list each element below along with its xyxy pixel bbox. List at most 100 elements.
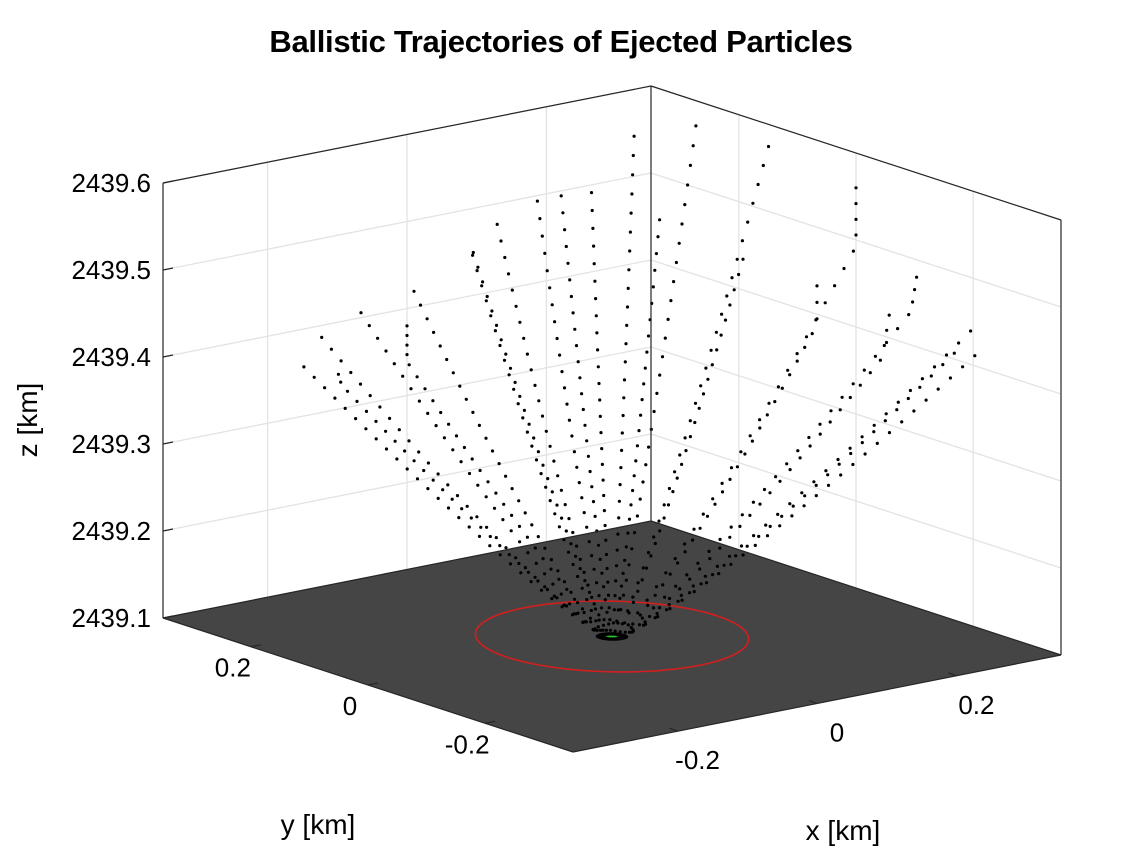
particle-point: [536, 579, 540, 583]
particle-point: [508, 562, 513, 566]
particle-point: [409, 387, 413, 391]
particle-point: [582, 610, 586, 615]
particle-point: [526, 551, 530, 555]
particle-point: [683, 550, 687, 554]
particle-point: [567, 517, 571, 521]
particle-point: [569, 542, 573, 546]
particle-point: [529, 368, 533, 372]
particle-point: [384, 349, 388, 353]
particle-point: [458, 384, 462, 388]
particle-point: [522, 408, 527, 412]
particle-point: [740, 513, 744, 517]
particle-point: [674, 260, 679, 265]
particle-point: [860, 435, 864, 439]
particle-point: [619, 608, 623, 612]
particle-point: [624, 578, 628, 582]
particle-point: [604, 538, 608, 542]
particle-point: [643, 620, 647, 624]
particle-point: [557, 577, 561, 581]
particle-point: [388, 416, 392, 420]
particle-point: [645, 350, 649, 354]
particle-point: [829, 409, 833, 413]
particle-point: [795, 359, 799, 363]
particle-point: [477, 534, 482, 539]
particle-point: [580, 607, 585, 611]
particle-point: [748, 434, 752, 438]
particle-point: [393, 439, 397, 443]
particle-point: [668, 572, 672, 576]
particle-point: [596, 348, 600, 352]
particle-point: [761, 163, 765, 168]
particle-point: [584, 620, 588, 624]
particle-point: [564, 244, 568, 249]
particle-point: [656, 235, 660, 239]
particle-point: [471, 250, 475, 255]
particle-point: [359, 311, 363, 315]
particle-point: [582, 570, 586, 575]
z-tick-mark: [162, 354, 174, 358]
particle-point: [635, 444, 640, 448]
particle-point: [642, 382, 646, 386]
particle-point: [354, 417, 358, 421]
particle-point: [367, 324, 371, 328]
particle-point: [572, 450, 577, 454]
particle-point: [627, 563, 631, 567]
particle-point: [536, 450, 541, 454]
particle-point: [522, 336, 526, 340]
particle-point: [629, 503, 633, 507]
particle-point: [514, 556, 518, 560]
particle-point: [598, 414, 602, 418]
particle-point: [788, 373, 792, 377]
particle-point: [486, 480, 490, 484]
particle-point: [562, 580, 567, 584]
particle-point: [896, 400, 900, 404]
particle-point: [618, 630, 622, 634]
particle-point: [441, 488, 445, 492]
particle-point: [436, 496, 440, 500]
particle-point: [630, 192, 634, 196]
particle-point: [602, 493, 606, 498]
particle-point: [693, 420, 697, 425]
particle-point: [553, 320, 557, 324]
particle-point: [854, 217, 858, 221]
particle-point: [612, 637, 616, 641]
particle-point: [653, 541, 657, 546]
z-tick-label: 2439.6: [71, 168, 151, 198]
particle-point: [718, 546, 722, 550]
particle-point: [320, 335, 324, 339]
particle-point: [521, 416, 525, 420]
particle-point: [833, 284, 837, 288]
particle-point: [333, 396, 337, 400]
particle-point: [438, 344, 442, 348]
particle-point: [489, 314, 493, 318]
particle-point: [616, 532, 620, 536]
particle-point: [619, 466, 623, 470]
particle-point: [698, 526, 702, 530]
particle-point: [336, 372, 340, 376]
particle-point: [678, 453, 682, 457]
particle-point: [569, 590, 573, 594]
particle-point: [454, 434, 459, 438]
particle-point: [727, 554, 732, 558]
particle-point: [561, 211, 565, 215]
particle-point: [595, 581, 599, 585]
particle-point: [683, 436, 687, 440]
particle-point: [688, 435, 693, 439]
particle-point: [722, 563, 726, 567]
x-axis-label: x [km]: [806, 815, 881, 846]
particle-point: [583, 579, 587, 583]
particle-point: [580, 496, 584, 500]
particle-point: [593, 628, 597, 632]
particle-point: [509, 529, 513, 533]
particle-point: [752, 534, 756, 538]
particle-point: [633, 531, 637, 535]
particle-point: [602, 618, 606, 622]
particle-point: [590, 208, 594, 213]
particle-point: [445, 357, 449, 362]
particle-point: [654, 585, 659, 589]
particle-point: [621, 413, 625, 418]
particle-point: [668, 607, 672, 611]
particle-point: [660, 355, 665, 359]
particle-point: [548, 444, 552, 448]
particle-point: [683, 203, 687, 207]
